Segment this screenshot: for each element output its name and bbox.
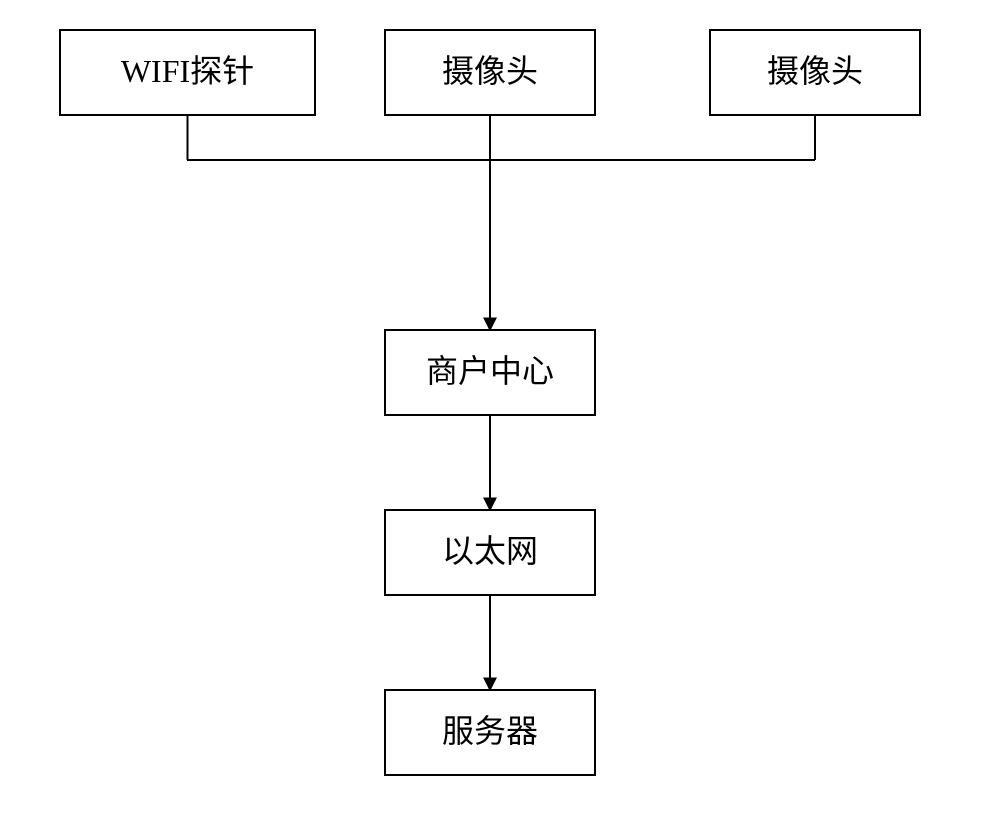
node-wifi-label: WIFI探针 [121,53,254,89]
node-cam2-label: 摄像头 [767,53,863,89]
node-server-label: 服务器 [442,713,538,749]
node-wifi: WIFI探针 [60,30,315,115]
node-cam2: 摄像头 [710,30,920,115]
diagram-canvas: WIFI探针 摄像头 摄像头商户中心以太网服务器 [0,0,1000,826]
node-ethernet: 以太网 [385,510,595,595]
node-ethernet-label: 以太网 [442,533,538,569]
node-server: 服务器 [385,690,595,775]
node-cam1: 摄像头 [385,30,595,115]
node-merchant: 商户中心 [385,330,595,415]
node-merchant-label: 商户中心 [426,353,554,389]
node-cam1-label: 摄像头 [442,53,538,89]
